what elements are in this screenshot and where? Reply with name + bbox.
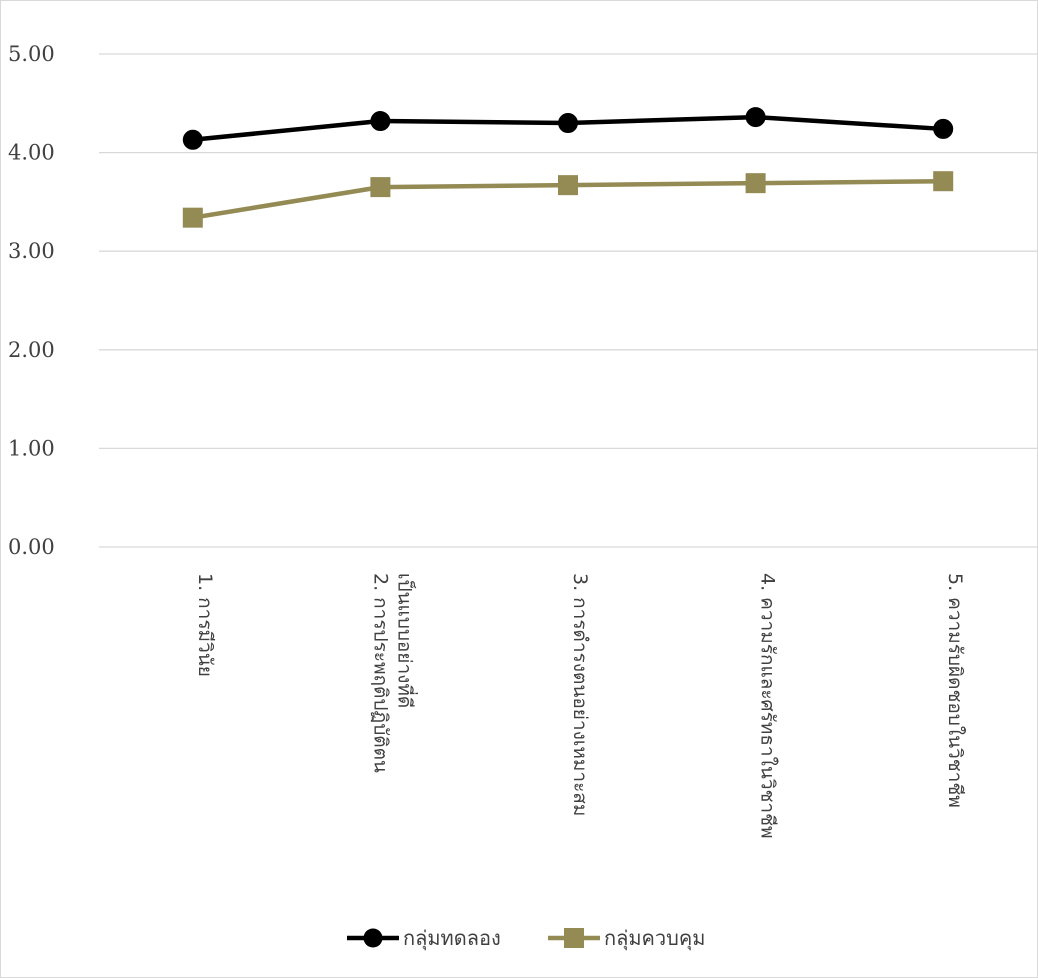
- data-point-marker: [745, 107, 766, 128]
- y-tick-label: 0.00: [8, 535, 55, 559]
- gridlines: [99, 53, 1037, 548]
- data-point-marker: [933, 171, 954, 192]
- data-point-marker: [182, 207, 203, 228]
- x-axis-category-labels: 1. การมีวินัย 2. การประพฤติปฏิบัติตน เป็นแ…: [194, 573, 966, 839]
- data-point-marker: [933, 118, 954, 139]
- y-tick-label: 1.00: [8, 436, 55, 460]
- x-category-label: 1. การมีวินัย: [194, 573, 216, 677]
- data-point-marker: [370, 177, 391, 198]
- x-category-label: 5. ความรับผิดชอบในวิชาชีพ: [944, 573, 966, 808]
- x-category-label: 3. การดำรงตนอย่างเหมาะสม: [569, 573, 591, 816]
- data-point-marker: [558, 113, 578, 134]
- y-axis-tick-labels: 0.00 1.00 2.00 3.00 4.00 5.00: [8, 42, 55, 559]
- data-point-marker: [558, 175, 578, 196]
- x-category-label: 4. ความรักและศรัทธาในวิชาชีพ: [757, 573, 779, 839]
- legend-label: กลุ่มทดลอง: [403, 926, 501, 951]
- x-category-label: เป็นแบบอย่างที่ดี: [393, 573, 418, 708]
- data-point-marker: [370, 111, 391, 132]
- legend-marker-circle: [363, 928, 383, 948]
- data-point-marker: [182, 129, 203, 150]
- legend-marker-square: [564, 928, 584, 948]
- y-tick-label: 4.00: [8, 141, 55, 165]
- y-tick-label: 2.00: [8, 338, 55, 362]
- x-category-label: 2. การประพฤติปฏิบัติตน: [369, 573, 391, 773]
- legend: กลุ่มทดลอง กลุ่มควบคุม: [347, 926, 705, 951]
- data-point-marker: [745, 173, 766, 194]
- y-tick-label: 5.00: [8, 42, 55, 66]
- series-lines: [182, 107, 954, 228]
- legend-label: กลุ่มควบคุม: [604, 926, 705, 951]
- y-tick-label: 3.00: [8, 239, 55, 263]
